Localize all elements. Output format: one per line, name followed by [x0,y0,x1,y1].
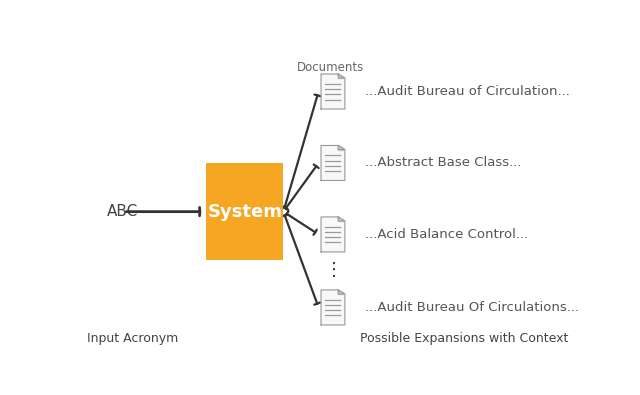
Polygon shape [321,74,345,109]
Text: ABC: ABC [108,204,138,219]
Polygon shape [338,145,345,150]
Text: ...Audit Bureau Of Circulations...: ...Audit Bureau Of Circulations... [365,301,579,314]
Polygon shape [321,290,345,325]
Text: System: System [207,203,282,221]
Text: ...Audit Bureau of Circulation...: ...Audit Bureau of Circulation... [365,85,570,98]
Polygon shape [338,74,345,78]
FancyBboxPatch shape [207,163,284,260]
Text: Input Acronym: Input Acronym [88,332,179,345]
Text: ...Acid Balance Control...: ...Acid Balance Control... [365,228,529,241]
Text: Documents: Documents [297,61,364,74]
Polygon shape [338,290,345,294]
Polygon shape [338,217,345,221]
Polygon shape [321,217,345,252]
Polygon shape [321,145,345,181]
Text: ...Abstract Base Class...: ...Abstract Base Class... [365,156,522,169]
Text: Possible Expansions with Context: Possible Expansions with Context [360,332,568,345]
Text: ⋮: ⋮ [325,261,343,279]
